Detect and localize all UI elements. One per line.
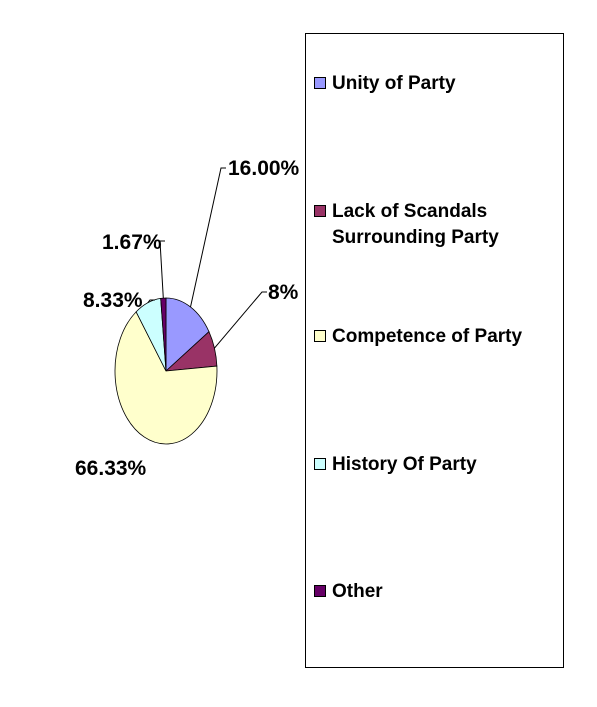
data-label-other: 1.67%	[102, 231, 162, 254]
pie-slice-other	[160, 297, 167, 372]
pie-slice-unity-of-party	[165, 297, 210, 372]
legend-label-lack-of-scandals: Lack of Scandals Surrounding Party	[332, 201, 499, 248]
data-labels: 16.00% 8% 66.33% 8.33% 1.67%	[75, 157, 300, 480]
leader-line-history-of-party	[147, 299, 155, 304]
leader-line-other	[159, 240, 165, 299]
leader-lines	[147, 167, 267, 349]
legend-swatch-other	[314, 585, 326, 597]
legend-swatch-lack-of-scandals	[314, 205, 326, 217]
legend-label-other: Other	[332, 581, 383, 602]
leader-line-lack-of-scandals-surrounding-party	[214, 291, 267, 349]
legend-item-competence-of-party: Competence of Party	[314, 324, 557, 350]
pie-slices	[114, 297, 218, 445]
legend: Unity of Party Lack of Scandals Surround…	[305, 33, 564, 668]
pie-slice-competence-of-party	[114, 311, 218, 445]
data-label-competence-of-party: 66.33%	[75, 457, 147, 480]
legend-swatch-competence-of-party	[314, 330, 326, 342]
legend-item-unity-of-party: Unity of Party	[314, 71, 557, 97]
leader-line-unity-of-party	[190, 167, 226, 308]
legend-label-competence-of-party: Competence of Party	[332, 326, 523, 347]
legend-label-history-of-party: History Of Party	[332, 454, 477, 475]
legend-swatch-history-of-party	[314, 458, 326, 470]
legend-item-other: Other	[314, 579, 557, 605]
legend-swatch-unity-of-party	[314, 77, 326, 89]
data-label-unity-of-party: 16.00%	[228, 157, 300, 180]
legend-item-lack-of-scandals: Lack of Scandals Surrounding Party	[314, 199, 557, 251]
data-label-history-of-party: 8.33%	[83, 289, 143, 312]
data-label-lack-of-scandals-surrounding-party: 8%	[268, 281, 299, 304]
legend-item-history-of-party: History Of Party	[314, 452, 557, 478]
legend-label-unity-of-party: Unity of Party	[332, 73, 456, 94]
